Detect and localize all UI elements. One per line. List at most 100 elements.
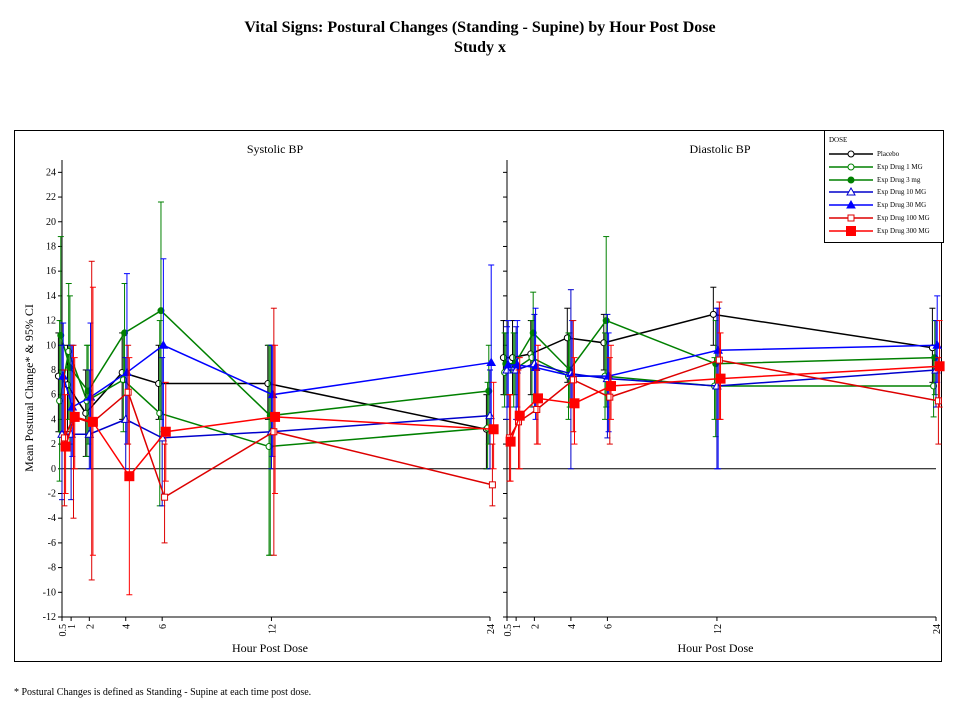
data-point [606,393,614,401]
x-tick-label: 12 [267,624,278,634]
x-axis-title: Hour Post Dose [677,641,753,655]
data-point [532,393,543,404]
x-tick-label: 12 [713,624,724,634]
series-exp-drug-30-mg [58,258,497,470]
y-tick-label: -4 [48,513,56,524]
legend-label: Exp Drug 10 MG [877,188,927,197]
data-point [121,329,129,337]
data-point [58,371,69,380]
legend-marker [846,187,856,196]
y-tick-label: 8 [51,365,56,376]
panel-title: Systolic BP [247,142,304,156]
series-exp-drug-100-mg [505,301,942,482]
legend-swatch [829,176,873,184]
y-tick-label: -10 [43,587,56,598]
data-point [486,357,497,367]
data-point [569,376,577,384]
legend-marker [847,150,855,158]
x-tick-label: 1 [512,624,523,629]
data-point [57,331,65,339]
data-point [60,434,68,442]
legend-label: Exp Drug 1 MG [877,162,923,171]
chart-frame [14,130,942,662]
y-tick-label: 4 [51,414,56,425]
y-tick-label: 20 [46,217,56,228]
x-tick-label: 2 [530,624,541,629]
panel-systolic: Systolic BP-12-10-8-6-4-2024681012141618… [43,142,499,655]
legend-item: Exp Drug 30 MG [829,199,943,211]
data-point [124,388,132,396]
legend-item: Placebo [829,148,943,160]
chart-title-line2: Study x [453,39,507,56]
data-point [87,416,98,427]
legend-marker [847,176,855,184]
series-exp-drug-300-mg [60,286,499,596]
data-point [715,356,723,364]
y-tick-label: 14 [46,291,56,302]
y-tick-label: -2 [48,488,56,499]
data-point [505,436,516,447]
data-point [602,317,610,325]
y-tick-label: 18 [46,241,56,252]
legend: DOSE Placebo Exp Drug 1 MG Exp Drug 3 mg Ex… [824,130,944,243]
legend-label: Exp Drug 30 MG [877,201,927,210]
data-point [514,410,525,421]
legend-swatch [829,214,873,222]
data-point [161,493,169,501]
data-point [709,310,717,318]
data-point [485,410,495,420]
legend-marker [846,225,856,236]
series-exp-drug-300-mg [505,320,945,482]
legend-title: DOSE [829,136,848,144]
chart-title: Vital Signs: Postural Changes (Standing … [0,18,960,58]
legend-marker [847,214,855,222]
y-tick-label: 10 [46,340,56,351]
x-tick-label: 24 [486,624,497,634]
legend-swatch [829,200,873,209]
y-tick-label: -12 [43,612,56,623]
x-tick-label: 24 [932,624,943,634]
data-point [715,373,726,384]
data-point [158,340,169,349]
legend-item: Exp Drug 100 MG [829,212,943,224]
legend-swatch [829,225,873,236]
x-tick-label: 4 [122,624,133,629]
legend-item: Exp Drug 10 MG [829,186,943,198]
y-tick-label: 16 [46,266,56,277]
legend-swatch [829,150,873,158]
legend-swatch [829,163,873,171]
data-point [69,411,80,422]
x-tick-label: 0.5 [58,624,69,637]
legend-item: Exp Drug 300 MG [829,225,943,237]
legend-label: Exp Drug 300 MG [877,226,930,235]
data-point [488,424,499,435]
data-point [60,441,71,452]
data-point [270,411,281,422]
data-point [270,428,278,436]
x-tick-label: 6 [603,624,614,629]
y-axis-title: Mean Postural Change* & 95% CI [22,304,36,472]
data-point [934,397,942,405]
x-tick-label: 1 [67,624,78,629]
y-tick-label: -6 [48,538,56,549]
y-tick-label: 0 [51,464,56,475]
data-point [569,398,580,409]
legend-label: Exp Drug 3 mg [877,175,921,184]
data-point [157,307,165,315]
legend-marker [847,163,855,171]
data-point [606,381,617,392]
chart-title-line1: Vital Signs: Postural Changes (Standing … [244,19,716,36]
legend-swatch [829,187,873,196]
y-tick-label: -8 [48,563,56,574]
data-point [124,471,135,482]
y-tick-label: 22 [46,192,56,203]
footnote: * Postural Changes is defined as Standin… [14,687,312,698]
x-tick-label: 0.5 [503,624,514,637]
data-point [502,364,512,374]
data-point [503,360,514,369]
data-point [934,361,945,372]
x-tick-label: 4 [567,624,578,629]
data-point [160,426,171,437]
y-tick-label: 2 [51,439,56,450]
